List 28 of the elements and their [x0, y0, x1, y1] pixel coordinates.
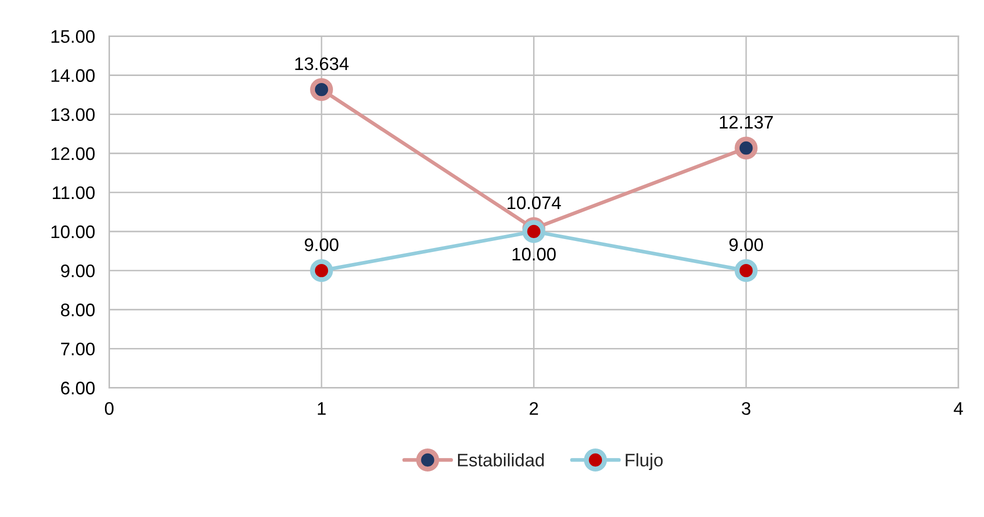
legend-label: Flujo: [626, 453, 663, 470]
legend-label: Estabilidad: [458, 453, 544, 466]
x-tick-label: 3: [742, 402, 750, 415]
data-label: 9.00: [729, 238, 763, 252]
data-label: 10.074: [508, 196, 561, 210]
x-tick-label: 2: [530, 402, 538, 415]
x-tick-label: 4: [954, 402, 963, 415]
y-tick-label: 12.00: [52, 147, 95, 160]
y-tick-label: 13.00: [52, 108, 95, 122]
y-tick-label: 6.00: [61, 382, 95, 394]
data-label: 10.00: [512, 248, 556, 261]
point: [522, 220, 546, 243]
y-tick-label: 11.00: [52, 186, 95, 200]
data-label: 12.137: [720, 116, 773, 129]
y-tick-label: 8.00: [60, 304, 95, 316]
x-tick-label: 1: [318, 402, 326, 415]
data-label: 13.634: [295, 57, 349, 70]
y-tick-label: 7.00: [61, 342, 95, 356]
point: [310, 259, 333, 282]
y-tick-label: 15.00: [52, 30, 95, 43]
x-tick-label: 0: [104, 402, 114, 415]
y-tick-label: 9.00: [61, 264, 95, 278]
point: [734, 259, 758, 282]
y-tick-label: 10.00: [52, 225, 95, 238]
data-label: 9.00: [304, 238, 338, 252]
point: [734, 136, 758, 160]
point: [310, 78, 333, 102]
y-tick-label: 14.00: [52, 69, 95, 82]
